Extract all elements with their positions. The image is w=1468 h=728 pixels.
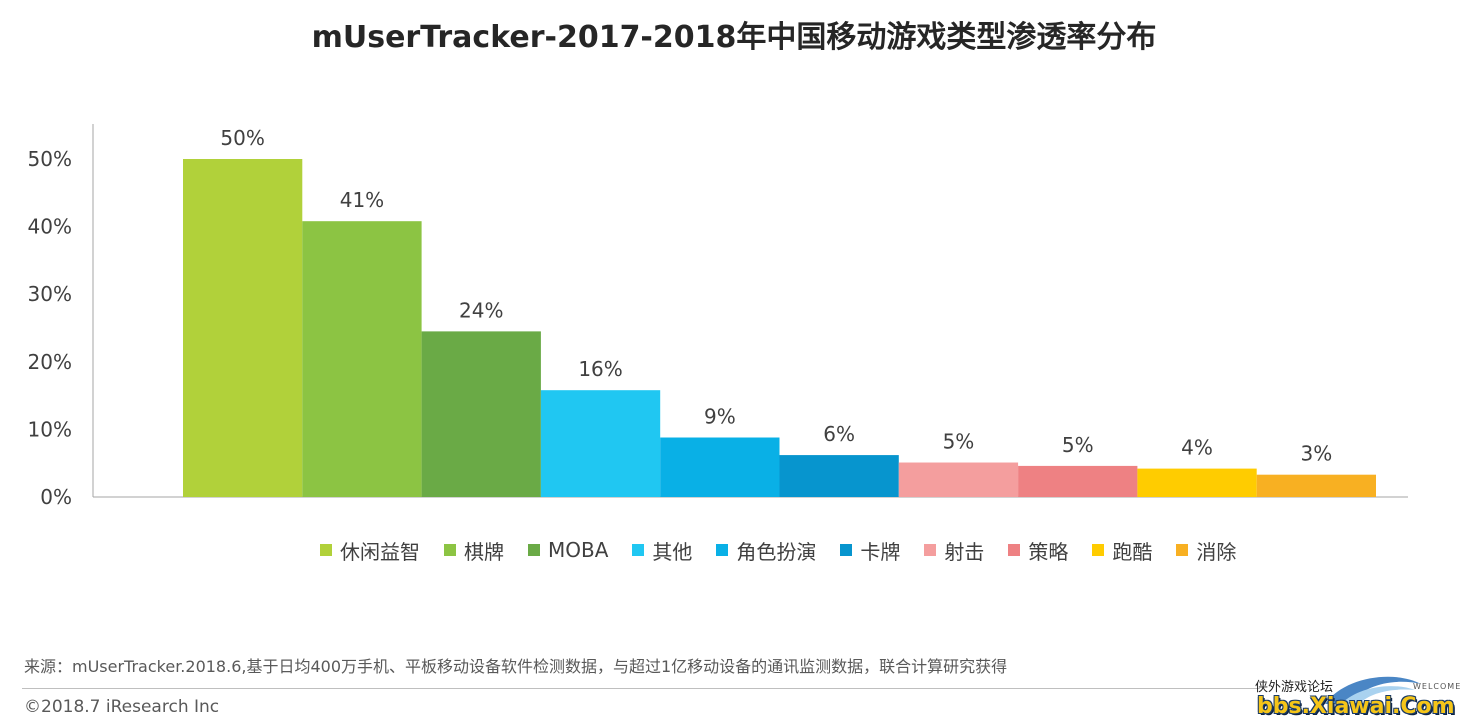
- watermark-cn: 侠外游戏论坛: [1255, 680, 1334, 695]
- legend-label: 其他: [652, 539, 693, 564]
- legend-swatch: [1176, 544, 1189, 556]
- legend-item: 角色扮演: [716, 536, 816, 565]
- data-label: 50%: [220, 126, 264, 150]
- y-tick-label: 30%: [28, 282, 72, 306]
- legend-item: MOBA: [528, 538, 608, 562]
- wave-logo-icon: [1325, 676, 1421, 704]
- source-note: 来源：mUserTracker.2018.6,基于日均400万手机、平板移动设备…: [24, 657, 1008, 676]
- legend-label: 卡牌: [860, 539, 901, 564]
- legend-label: 消除: [1196, 539, 1237, 564]
- copyright-text: ©2018.7 iResearch Inc: [24, 697, 220, 717]
- legend-swatch: [444, 544, 456, 556]
- bar-4: [540, 390, 661, 497]
- data-label: 3%: [1300, 442, 1332, 466]
- data-label: 24%: [459, 298, 503, 322]
- footer-divider: [22, 688, 1260, 689]
- legend-label: 休闲益智: [340, 539, 420, 564]
- y-tick-label: 50%: [28, 147, 72, 171]
- legend-item: 棋牌: [444, 536, 504, 565]
- watermark-url: bbs.Xiawai.Com: [1257, 694, 1455, 719]
- legend-swatch: [840, 544, 853, 556]
- y-tick-label: 10%: [28, 417, 72, 441]
- legend-label: 角色扮演: [736, 539, 817, 564]
- legend-swatch: [320, 544, 332, 556]
- legend-item: 休闲益智: [320, 536, 420, 565]
- legend-swatch: [1008, 544, 1021, 556]
- legend-item: 消除: [1176, 536, 1236, 565]
- bar-2: [302, 221, 422, 497]
- legend-label: 射击: [944, 539, 985, 564]
- y-tick-label: 20%: [28, 350, 72, 374]
- data-label: 4%: [1181, 436, 1213, 460]
- y-tick-label: 0%: [40, 485, 72, 509]
- legend-label: MOBA: [548, 538, 609, 562]
- y-tick-label: 40%: [28, 215, 72, 239]
- legend-swatch: [924, 544, 937, 556]
- data-label: 16%: [578, 357, 622, 381]
- bar-8: [1018, 465, 1138, 497]
- bar-9: [1137, 468, 1257, 497]
- bar-5: [660, 437, 780, 497]
- legend-label: 策略: [1028, 539, 1069, 564]
- legend-item: 跑酷: [1092, 536, 1152, 565]
- data-label: 9%: [704, 405, 736, 429]
- bar-1: [183, 159, 303, 497]
- data-label: 5%: [943, 430, 975, 454]
- bar-7: [898, 462, 1019, 497]
- legend-swatch: [716, 544, 729, 556]
- watermark-welcome: WELCOME: [1413, 682, 1462, 691]
- bar-10: [1256, 474, 1376, 497]
- bar-6: [779, 455, 899, 497]
- legend-item: 策略: [1008, 536, 1068, 565]
- data-label: 6%: [823, 422, 855, 446]
- data-label: 5%: [1062, 433, 1094, 457]
- legend-label: 跑酷: [1112, 539, 1153, 564]
- watermark-logo: 侠外游戏论坛 WELCOME bbs.Xiawai.Com: [1255, 670, 1465, 726]
- legend-swatch: [528, 544, 540, 556]
- data-label: 41%: [340, 188, 384, 212]
- chart-legend: 休闲益智 棋牌 MOBA 其他 角色扮演 卡牌 射击 策略 跑酷 消除: [320, 536, 1260, 564]
- chart-title: mUserTracker-2017-2018年中国移动游戏类型渗透率分布: [311, 20, 1157, 55]
- legend-item: 射击: [924, 536, 984, 565]
- legend-swatch: [632, 544, 645, 556]
- bar-3: [421, 331, 541, 497]
- legend-label: 棋牌: [464, 539, 504, 564]
- legend-item: 卡牌: [840, 536, 900, 565]
- legend-swatch: [1092, 544, 1105, 556]
- legend-item: 其他: [632, 536, 692, 565]
